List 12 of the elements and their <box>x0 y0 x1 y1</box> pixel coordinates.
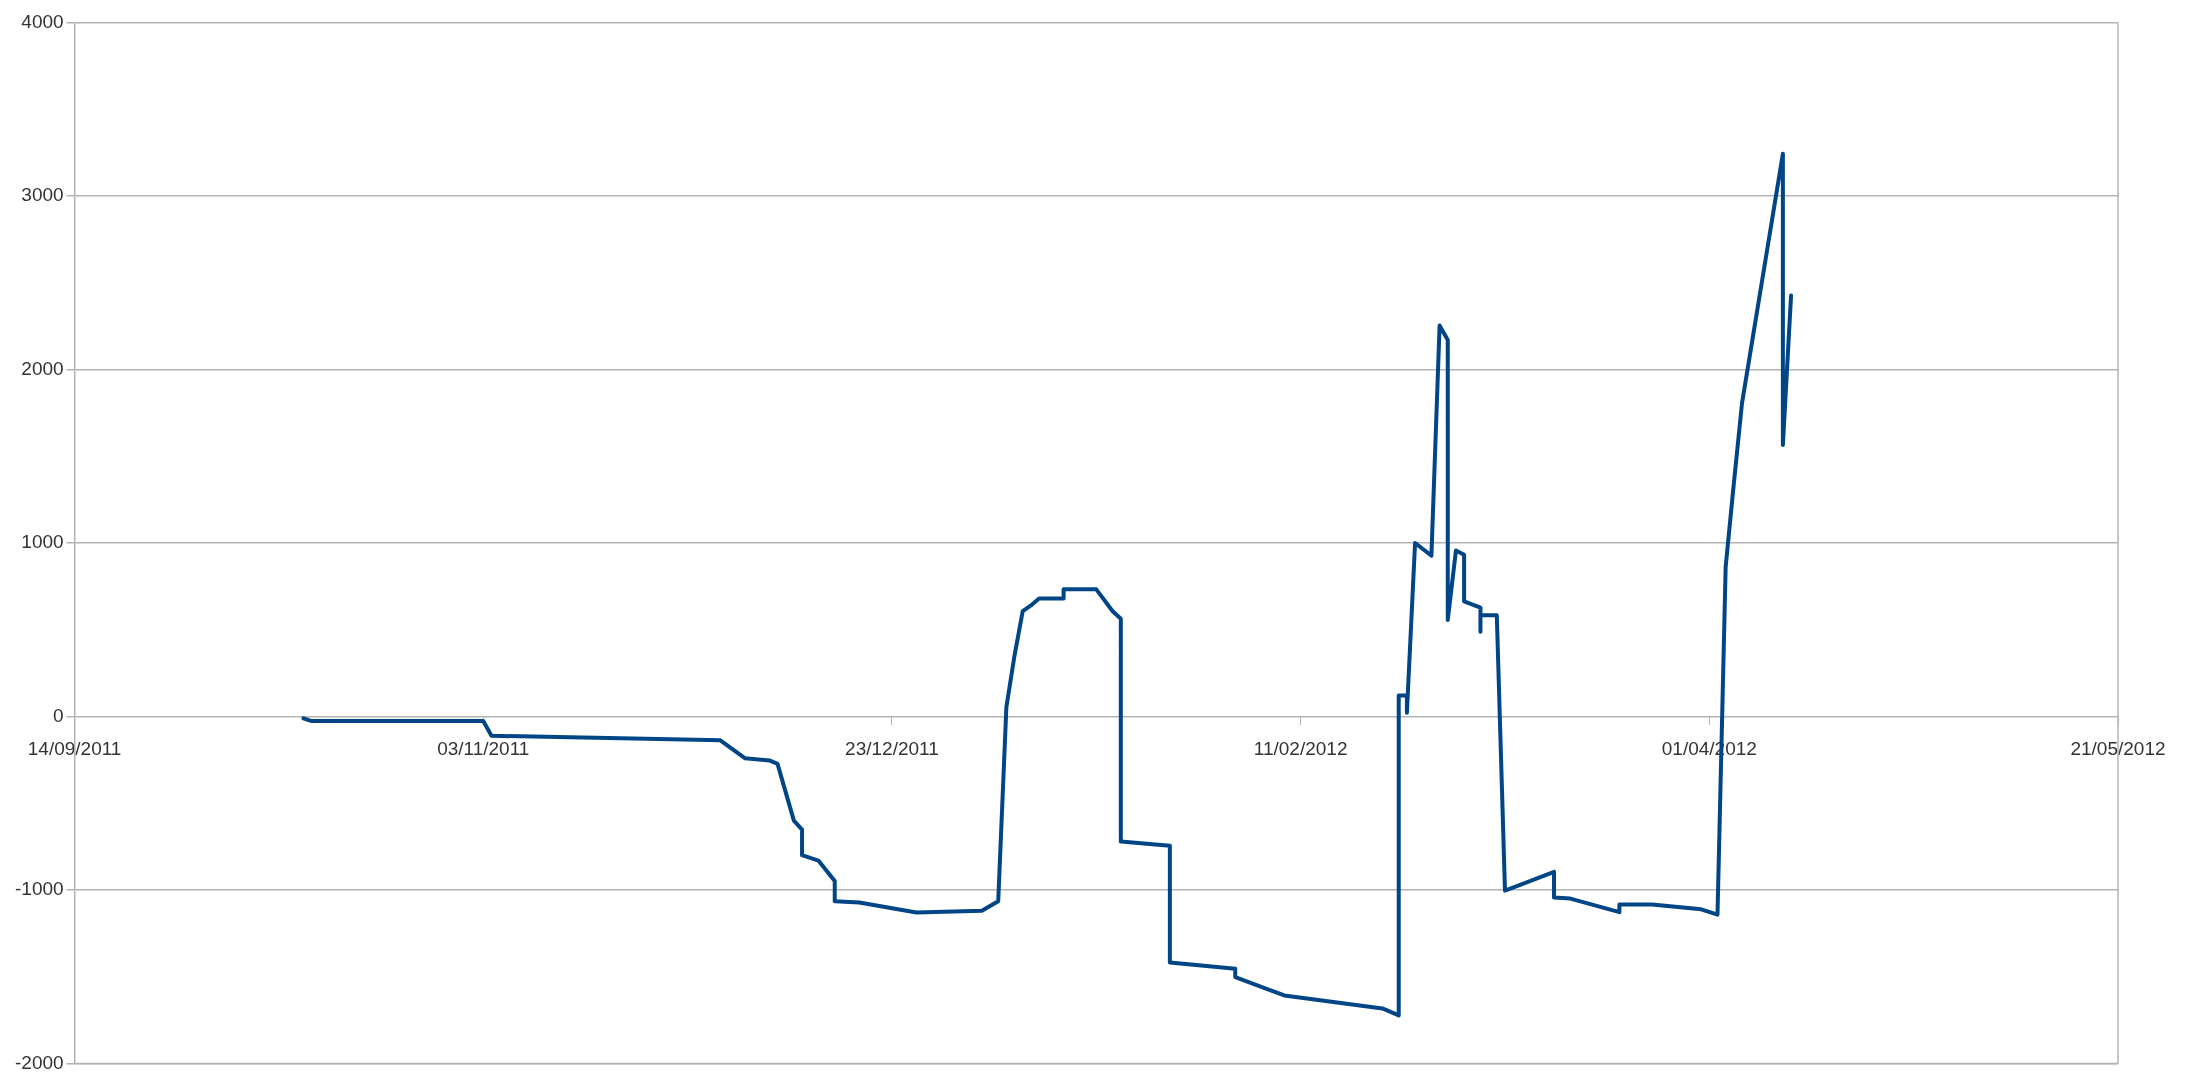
y-tick-label: 0 <box>53 704 64 726</box>
x-tick-label: 23/12/2011 <box>845 738 939 760</box>
y-tick-label: 2000 <box>21 357 64 379</box>
y-tick-label: 1000 <box>21 531 64 553</box>
y-tick-label: 3000 <box>21 184 64 206</box>
x-tick-label: 21/05/2012 <box>2070 738 2166 760</box>
x-tick-label: 14/09/2011 <box>27 738 122 760</box>
x-tick-label: 11/02/2012 <box>1253 738 1348 760</box>
x-tick-label: 03/11/2011 <box>437 738 530 760</box>
y-tick-label: -2000 <box>14 1051 64 1073</box>
y-tick-label: -1000 <box>14 878 64 900</box>
y-tick-label: 4000 <box>21 10 64 32</box>
